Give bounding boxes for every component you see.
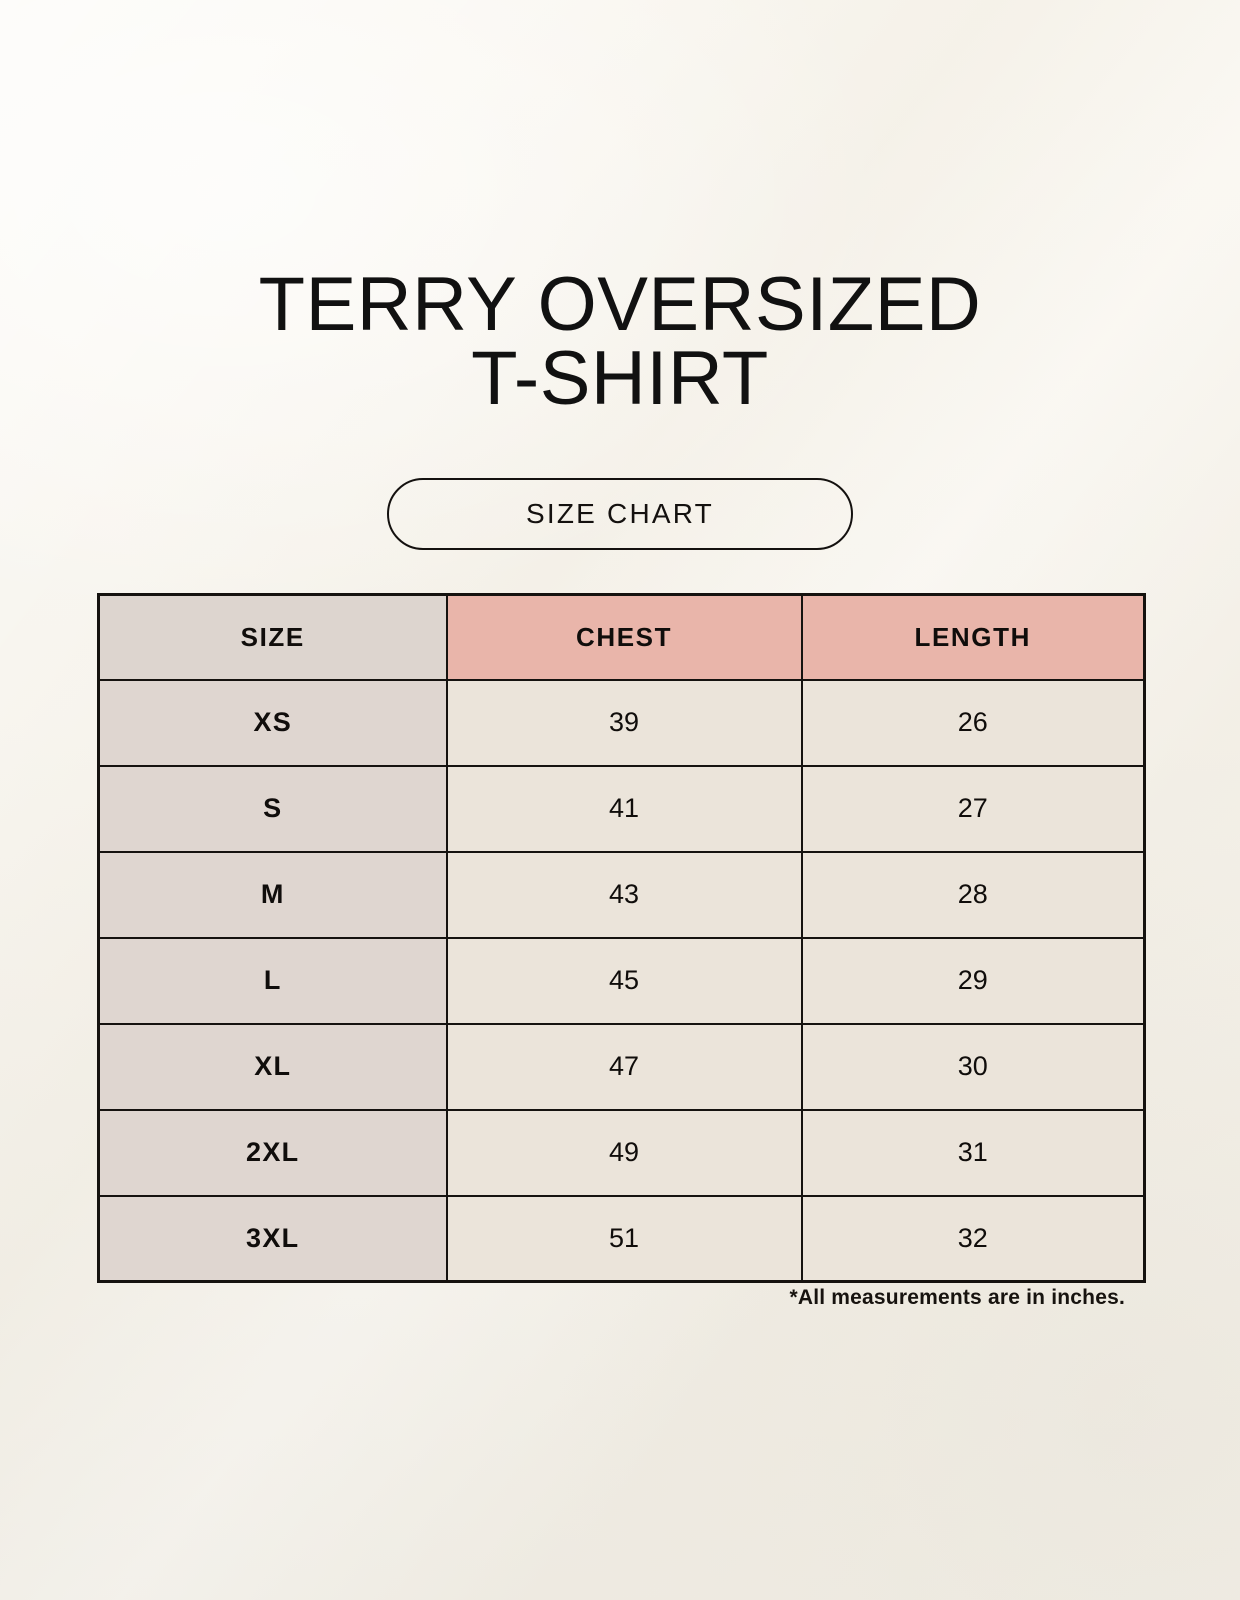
table-row: S 41 27 <box>97 764 1146 853</box>
table-row: M 43 28 <box>97 850 1146 939</box>
table-row: 3XL 51 32 <box>97 1194 1146 1283</box>
cell-chest: 49 <box>445 1108 803 1197</box>
title-block: TERRY OVERSIZED T-SHIRT <box>0 262 1240 422</box>
cell-chest: 47 <box>445 1022 803 1111</box>
table-row: XS 39 26 <box>97 678 1146 767</box>
table-body: XS 39 26 S 41 27 M 43 28 L 45 29 <box>97 678 1146 1283</box>
cell-length: 28 <box>800 850 1146 939</box>
measurement-footnote: *All measurements are in inches. <box>789 1286 1125 1309</box>
table-row: 2XL 49 31 <box>97 1108 1146 1197</box>
cell-length: 30 <box>800 1022 1146 1111</box>
cell-chest: 43 <box>445 850 803 939</box>
table-row: L 45 29 <box>97 936 1146 1025</box>
cell-size: S <box>97 764 448 853</box>
cell-size: 3XL <box>97 1194 448 1283</box>
column-header-chest: CHEST <box>445 593 803 681</box>
cell-length: 26 <box>800 678 1146 767</box>
table-header-row: SIZE CHEST LENGTH <box>97 593 1146 681</box>
cell-chest: 45 <box>445 936 803 1025</box>
size-table-container: SIZE CHEST LENGTH XS 39 26 S 41 27 M <box>97 593 1146 1283</box>
column-header-length: LENGTH <box>800 593 1146 681</box>
cell-length: 27 <box>800 764 1146 853</box>
cell-chest: 41 <box>445 764 803 853</box>
cell-chest: 51 <box>445 1194 803 1283</box>
table-header: SIZE CHEST LENGTH <box>97 593 1146 681</box>
badge-container: SIZE CHART <box>0 478 1240 550</box>
table-row: XL 47 30 <box>97 1022 1146 1111</box>
cell-length: 32 <box>800 1194 1146 1283</box>
page-title: TERRY OVERSIZED T-SHIRT <box>258 262 982 422</box>
cell-size: L <box>97 936 448 1025</box>
cell-size: XL <box>97 1022 448 1111</box>
size-chart-badge: SIZE CHART <box>387 478 853 550</box>
cell-size: M <box>97 850 448 939</box>
cell-size: XS <box>97 678 448 767</box>
cell-size: 2XL <box>97 1108 448 1197</box>
size-table: SIZE CHEST LENGTH XS 39 26 S 41 27 M <box>97 593 1146 1283</box>
cell-length: 31 <box>800 1108 1146 1197</box>
cell-length: 29 <box>800 936 1146 1025</box>
cell-chest: 39 <box>445 678 803 767</box>
column-header-size: SIZE <box>97 593 448 681</box>
